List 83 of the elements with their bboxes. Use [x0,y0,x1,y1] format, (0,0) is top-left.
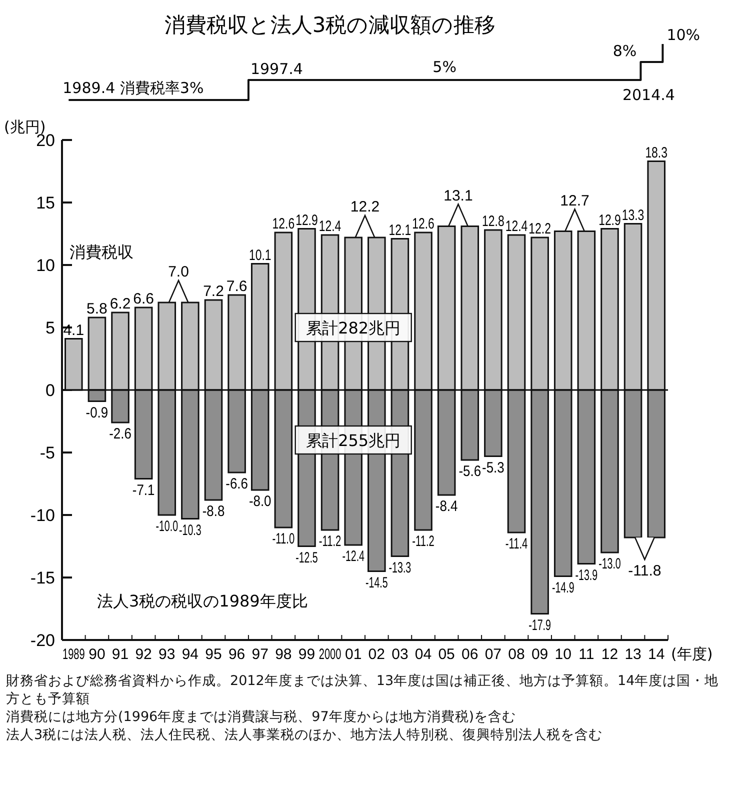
data-label: -5.3 [482,459,508,476]
data-label: 7.2 [203,283,224,300]
data-label: -5.6 [458,463,485,480]
data-label: -8.8 [202,503,228,520]
text: 消費税収 [70,242,134,262]
text: 法人3税の税収の1989年度比 [96,591,308,610]
data-label: 12.2 [528,220,558,238]
y-tick-label: -20 [30,631,55,650]
data-label: -2.6 [109,426,135,442]
x-tick-label: 12 [601,646,618,663]
data-label: -11.2 [318,533,352,550]
data-label: -12.5 [296,549,330,566]
y-tick-label: 0 [46,381,55,400]
data-label: 13.3 [622,206,652,224]
x-tick-label: 03 [392,646,408,663]
x-tick-label: 02 [368,646,385,663]
x-tick-label: 07 [484,646,502,663]
data-label: -11.2 [412,533,446,550]
data-label: -7.1 [132,482,158,499]
data-label: 6.6 [133,290,154,308]
data-label: 7.0 [168,264,189,280]
data-label: -14.5 [366,574,400,592]
data-label: 18.3 [645,144,674,162]
annotation: 累計282兆円 [306,318,401,338]
data-label: -11.0 [272,530,306,548]
data-label: -0.9 [86,404,112,422]
x-tick-label: 05 [438,646,455,663]
x-tick-label: 09 [531,646,548,663]
data-label: -8.4 [435,498,462,515]
x-tick-label: 90 [88,646,106,663]
x-tick-label: 92 [135,646,152,663]
x-tick-label: 01 [345,646,362,663]
data-label: -11.4 [505,536,538,552]
x-tick-label: 08 [508,646,525,663]
data-label: 6.2 [110,296,131,312]
text: 2014.4 [622,86,675,104]
x-tick-label: 04 [414,646,432,663]
data-label: -12.4 [342,548,376,565]
annotation: 累計255兆円 [306,431,401,450]
x-tick-label: 91 [112,646,129,663]
data-label: 5.8 [86,300,108,318]
x-tick-label: 14 [648,646,665,663]
x-tick-label: 98 [275,646,292,663]
y-tick-label: -10 [30,506,55,525]
x-tick-label: 06 [462,646,478,663]
x-axis-title: (年度) [671,645,713,663]
data-label: -8.0 [248,493,275,510]
x-tick-label: 11 [578,646,594,663]
text: 財務省および総務省資料から作成。2012年度までは決算、13年度は国は補正後、地方は予算額。14年度は国・地方とも予算額 [6,672,720,708]
x-tick-label: 97 [252,646,268,663]
data-label: -10.3 [179,522,214,539]
data-label: 12.4 [318,218,348,235]
data-label: -6.6 [226,476,252,492]
data-label: 12.6 [412,216,442,232]
y-tick-label: 15 [36,194,55,212]
data-label: 10.1 [248,246,278,264]
x-tick-label: 94 [182,646,199,663]
x-tick-label: 13 [624,646,642,663]
x-tick-label: 95 [205,646,222,663]
text: 8% [612,42,637,60]
data-label: 12.7 [560,192,590,210]
y-tick-label: 5 [46,318,55,338]
data-label: -13.3 [388,559,424,576]
text: 1989.4 消費税率3% [62,79,204,97]
y-tick-label: -5 [40,444,55,462]
chart-title: 消費税収と法人3税の減収額の推移 [164,13,496,37]
data-label: 4.1 [63,322,84,339]
text: 10% [666,26,700,44]
text: 5% [432,58,456,76]
data-label: -17.9 [528,616,563,634]
text: 消費税には地方分(1996年度までは消費譲与税、97年度からは地方消費税)を含む [6,708,518,726]
text: 1997.4 [250,60,303,78]
data-label: 12.2 [350,198,380,216]
x-tick-label: 99 [298,646,316,663]
x-tick-label: 93 [158,646,176,663]
data-label: 13.1 [444,187,473,204]
x-tick-label: 10 [554,646,572,663]
y-tick-label: 10 [36,256,55,275]
data-label: 7.6 [226,278,248,295]
x-tick-label: 96 [228,646,246,663]
y-tick-label: -15 [30,568,55,588]
data-label: -14.9 [552,579,586,596]
text: 法人3税には法人税、法人住民税、法人事業税のほか、地方法人特別税、復興特別法人税を含む [6,726,604,744]
